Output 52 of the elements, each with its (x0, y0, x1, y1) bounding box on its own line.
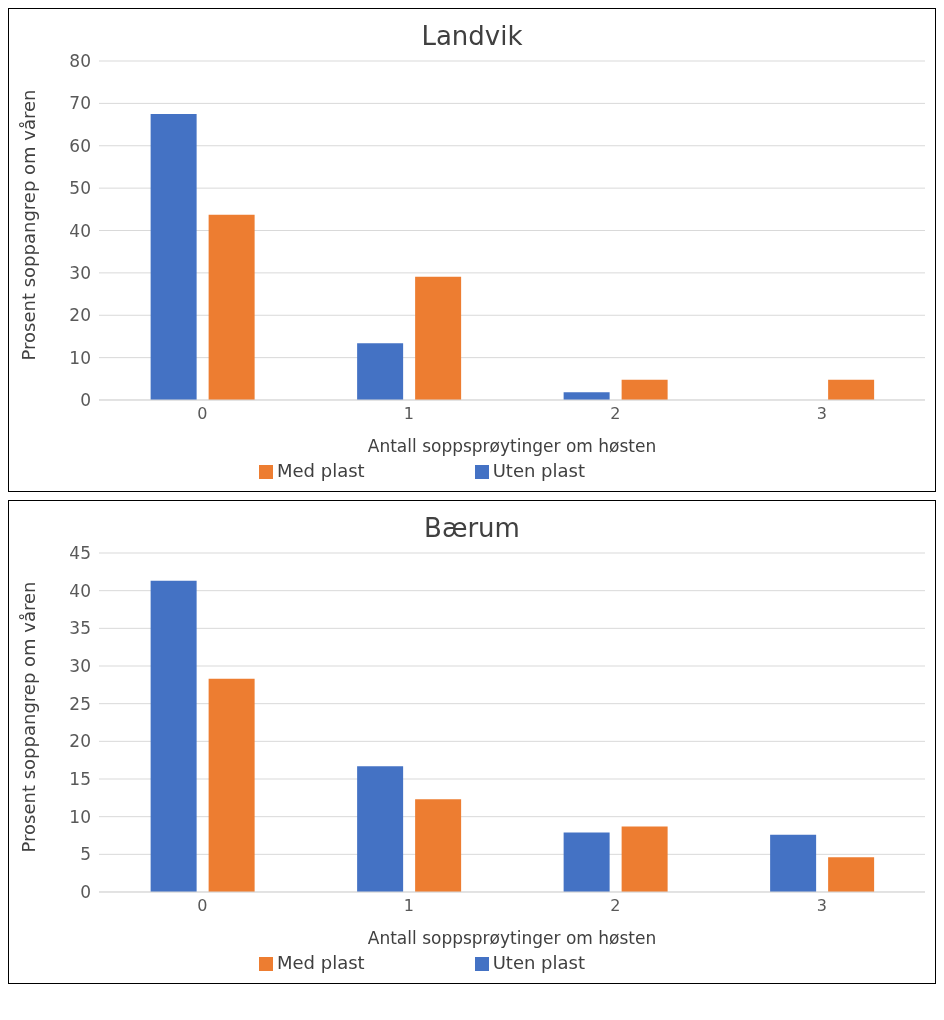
y-tick-label: 0 (80, 390, 91, 411)
y-tick-label: 40 (69, 220, 91, 241)
bar (150, 580, 197, 892)
bar (415, 276, 462, 400)
bar (563, 392, 610, 400)
x-tick-label: 0 (197, 896, 208, 916)
y-tick-label: 45 (69, 543, 91, 564)
y-tick-label: 80 (69, 51, 91, 72)
y-tick-label: 10 (69, 347, 91, 368)
bar (150, 113, 197, 400)
bar (621, 379, 668, 400)
bar (208, 678, 255, 892)
x-tick-label: 1 (403, 896, 414, 916)
y-tick-label: 20 (69, 305, 91, 326)
bar (828, 857, 875, 892)
y-axis-title: Prosent soppangrep om våren (18, 89, 40, 361)
x-axis-title: Antall soppsprøytinger om høsten (367, 436, 657, 456)
x-tick-label: 2 (610, 896, 621, 916)
legend-label: Uten plast (492, 952, 585, 973)
chart-title: Bærum (423, 512, 521, 543)
y-tick-label: 20 (69, 731, 91, 752)
bar (415, 799, 462, 892)
y-tick-label: 30 (69, 656, 91, 677)
y-axis-title: Prosent soppangrep om våren (18, 581, 40, 853)
bar (770, 834, 817, 892)
y-tick-label: 10 (69, 806, 91, 827)
y-tick-label: 70 (69, 93, 91, 114)
y-tick-label: 25 (69, 693, 91, 714)
bar (621, 826, 668, 892)
y-tick-label: 40 (69, 580, 91, 601)
x-tick-label: 2 (610, 404, 621, 424)
y-tick-label: 50 (69, 178, 91, 199)
y-tick-label: 0 (80, 882, 91, 903)
x-axis-title: Antall soppsprøytinger om høsten (367, 928, 657, 948)
x-tick-label: 1 (403, 404, 414, 424)
y-tick-label: 35 (69, 618, 91, 639)
bar (357, 766, 404, 892)
bar (563, 832, 610, 892)
y-tick-label: 5 (80, 844, 91, 865)
legend-label: Uten plast (492, 460, 585, 481)
bar (208, 214, 255, 400)
y-tick-label: 15 (69, 769, 91, 790)
x-tick-label: 0 (197, 404, 208, 424)
chart-title: Landvik (420, 20, 524, 51)
x-tick-label: 3 (816, 404, 827, 424)
legend-label: Med plast (277, 460, 365, 481)
legend-label: Med plast (277, 952, 365, 973)
x-tick-label: 3 (816, 896, 827, 916)
bar (828, 379, 875, 400)
y-tick-label: 60 (69, 135, 91, 156)
y-tick-label: 30 (69, 262, 91, 283)
bar (357, 343, 404, 400)
